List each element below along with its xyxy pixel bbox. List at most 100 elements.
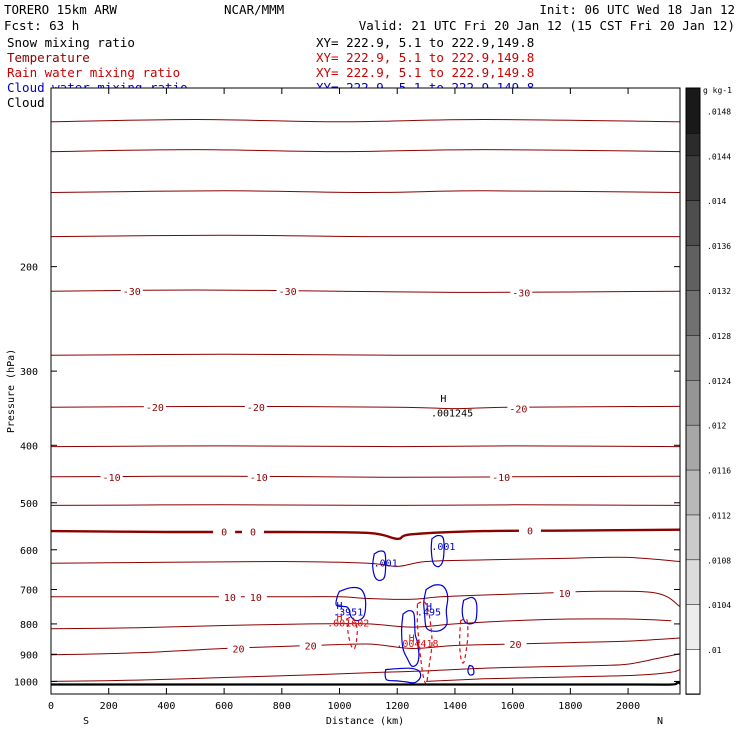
contour-label-backdrop (553, 587, 576, 600)
legend-item-xy: XY= 222.9, 5.1 to 222.9,149.8 (316, 50, 534, 65)
temperature-contour-label: -20 (146, 403, 164, 414)
contour-label-backdrop (276, 285, 299, 298)
temperature-contour-label: -30 (123, 287, 141, 298)
extremum-annotation: H (409, 633, 415, 644)
cloud-water-contour (430, 534, 445, 568)
annotations: H.001245.001.001H.3951H.495H.001602H.004… (327, 394, 473, 650)
colorbar-tick-label: .0124 (707, 377, 731, 386)
x-tick-label: 1600 (501, 701, 525, 712)
temperature-contour-label: -20 (509, 405, 527, 416)
temperature-contour-label: 20 (233, 644, 245, 655)
model-title: TORERO 15km ARW (4, 2, 117, 17)
contour-labels: -30 -30 -30 -20 -20 -20 -10 -10 -10 0 0 0 10 10 10 20 20… (100, 285, 576, 655)
colorbar-tick-label: .0116 (707, 467, 731, 476)
extremum-annotation: .001 (374, 558, 398, 569)
colorbar-tick-label: .0136 (707, 242, 731, 251)
cloud-water-contour (400, 610, 420, 667)
temperature-contour-label: -30 (512, 288, 530, 299)
x-tick-label: 1400 (443, 701, 467, 712)
colorbar-swatch (685, 648, 701, 695)
x-tick-label: 200 (100, 701, 118, 712)
x-axis-label: Distance (km) (326, 716, 404, 727)
temperature-contour (50, 405, 681, 410)
colorbar-swatch (685, 603, 701, 650)
temperature-contours (50, 118, 681, 682)
cloud-water-contour (372, 550, 387, 582)
legend-item-xy: XY= 222.9, 5.1 to 222.9,149.8 (316, 65, 534, 80)
extremum-annotation: .495 (417, 608, 441, 619)
y-tick-label: 700 (20, 586, 38, 597)
colorbar-tick-label: .014 (707, 197, 726, 206)
y-tick-label: 300 (20, 367, 38, 378)
temperature-contour (426, 669, 681, 682)
y-tick-label: 800 (20, 620, 38, 631)
colorbar-swatch (685, 155, 701, 201)
colorbar-swatch (685, 379, 701, 426)
contour-label-backdrop (213, 525, 236, 538)
cloud-water-contour (335, 586, 367, 622)
y-axis-label: Pressure (hPa) (6, 349, 17, 433)
temperature-contour-label: 0 (221, 528, 227, 539)
temperature-contour-label: 10 (224, 593, 236, 604)
colorbar-swatch (685, 424, 701, 471)
x-tick-label: 1800 (558, 701, 582, 712)
contour-label-backdrop (510, 286, 533, 299)
plot-frame (50, 87, 681, 695)
y-tick-label: 1000 (14, 677, 38, 688)
temperature-contour (50, 149, 681, 153)
temperature-contour (50, 234, 680, 238)
temperature-contour (50, 475, 681, 478)
extremum-annotation: H (440, 394, 446, 405)
temperature-contour (50, 653, 681, 682)
cloud-water-contour (461, 596, 478, 625)
cloud-water-contour (423, 584, 449, 632)
contour-label-backdrop (299, 639, 322, 652)
extremum-annotation: .001602 (327, 618, 369, 629)
extremum-annotation: .004418 (396, 639, 438, 650)
contour-label-backdrop (143, 401, 166, 414)
y-tick-label: 900 (20, 650, 38, 661)
temperature-contour-label: 10 (559, 589, 571, 600)
temperature-contour (50, 528, 681, 541)
y-tick-label: 400 (20, 441, 38, 452)
y-tick-label: 200 (20, 263, 38, 274)
colorbar-swatch (685, 289, 701, 336)
x-tick-label: 800 (273, 701, 291, 712)
contour-label-backdrop (504, 638, 527, 651)
ground-surface-line (51, 681, 681, 686)
colorbar-swatch (685, 244, 701, 291)
contour-label-backdrop (518, 524, 541, 537)
colorbar-swatch (685, 469, 701, 516)
temperature-contour (50, 353, 680, 356)
temperature-contour-label: -30 (279, 287, 297, 298)
temperature-contour (50, 556, 681, 567)
colorbar-frame (685, 87, 701, 695)
legend-item-name: Temperature (7, 50, 90, 65)
y-tick-label: 500 (20, 499, 38, 510)
contour-label-backdrop (507, 402, 530, 415)
temperature-contour (50, 445, 681, 448)
center-title: NCAR/MMM (224, 2, 284, 17)
cloud-water-contour (384, 667, 422, 684)
temperature-contour (50, 118, 681, 123)
colorbar-tick-label: .0104 (707, 601, 731, 610)
contour-label-backdrop (244, 401, 267, 414)
x-tick-label: 2000 (616, 701, 640, 712)
legend-item-xy: XY= 222.9, 5.1 to 222.9,149.8 (316, 35, 534, 50)
contour-label-backdrop (241, 525, 264, 538)
colorbar: .01 .0104 .0108 .0112 .0116 .012 .0124 .0128 .01… (685, 87, 731, 695)
x-axis: 0 200 400 600 800 1000 1200 1400 1600 1800 2000 (48, 88, 640, 712)
x-tick-label: 600 (215, 701, 233, 712)
colorbar-tick-label: .012 (707, 422, 726, 431)
colorbar-tick-label: .0108 (707, 556, 731, 565)
y-tick-label: 600 (20, 546, 38, 557)
colorbar-tick-label: .0128 (707, 332, 731, 341)
temperature-contour (50, 289, 681, 293)
x-tick-label: 1200 (385, 701, 409, 712)
extremum-annotation: H (337, 601, 343, 612)
colorbar-tick-label: .0144 (707, 152, 731, 161)
temperature-contour-label: 0 (250, 528, 256, 539)
colorbar-swatch (685, 199, 701, 246)
cloud-water-contours (335, 534, 478, 684)
